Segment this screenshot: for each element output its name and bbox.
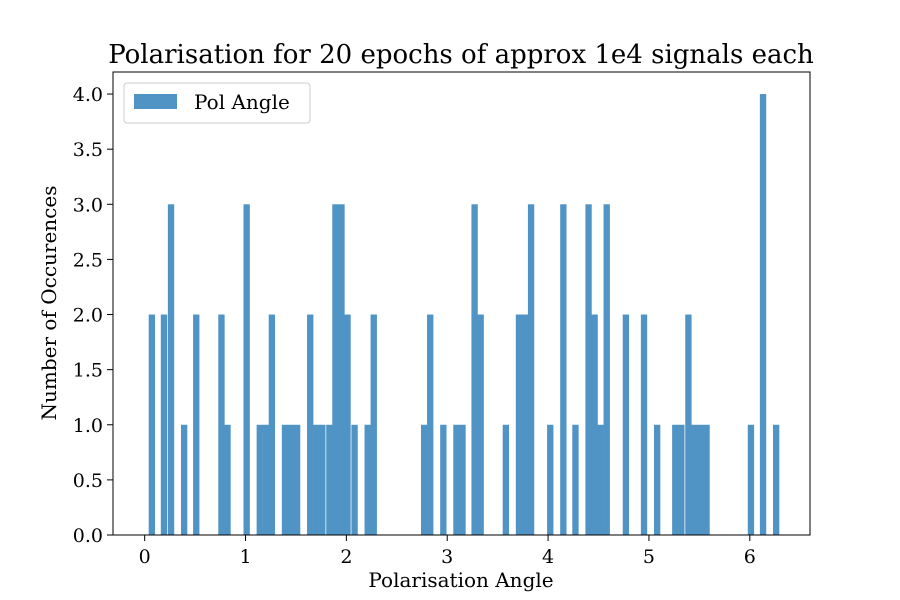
histogram-bar (148, 314, 156, 535)
histogram-bar (364, 424, 371, 535)
histogram-bar (521, 314, 529, 535)
histogram-bar (622, 314, 630, 535)
histogram-bar (527, 204, 535, 536)
histogram-bar (653, 424, 661, 535)
y-tick-label: 4.0 (73, 84, 103, 106)
x-tick-label: 3 (441, 546, 453, 568)
histogram-bar (218, 314, 225, 535)
histogram-bar (167, 204, 175, 536)
histogram-bar (585, 204, 592, 536)
histogram-bar (370, 314, 377, 535)
y-tick-label: 0.5 (73, 470, 103, 492)
histogram-bar (453, 424, 460, 535)
histogram-bar (691, 424, 698, 535)
plot-frame (112, 71, 811, 536)
histogram-bar (502, 424, 510, 535)
legend-box (123, 82, 311, 124)
histogram-bar (591, 314, 598, 535)
y-axis: 0.0 0.5 1.0 1.5 2.0 2.5 3.0 3.5 4.0 (73, 84, 113, 547)
y-tick-label: 3.5 (73, 139, 103, 161)
legend: Pol Angle (123, 82, 311, 124)
x-tick-label: 5 (643, 546, 655, 568)
x-tick-label: 6 (744, 546, 756, 568)
histogram-bar (326, 424, 333, 535)
x-tick-label: 2 (340, 546, 352, 568)
y-tick-label: 1.5 (73, 360, 103, 382)
y-tick-label: 2.0 (73, 305, 103, 327)
histogram-bar (281, 424, 289, 535)
histogram-bar (427, 314, 434, 535)
histogram-bar (193, 314, 200, 535)
legend-swatch (134, 94, 177, 109)
legend-label: Pol Angle (194, 90, 290, 114)
histogram-bar (697, 424, 704, 535)
histogram-bar (703, 424, 710, 535)
x-tick-label: 4 (542, 546, 554, 568)
chart-title: Polarisation for 20 epochs of approx 1e4… (108, 40, 814, 70)
histogram-bar (338, 204, 345, 536)
histogram-bar (685, 314, 692, 535)
histogram-bar (459, 424, 466, 535)
histogram-bar (440, 424, 447, 535)
x-axis: 0 1 2 3 4 5 6 (139, 535, 756, 568)
histogram-bar (560, 204, 567, 536)
histogram-bar (224, 424, 231, 535)
histogram-bar (256, 424, 263, 535)
x-axis-label: Polarisation Angle (368, 568, 553, 592)
histogram-bar (351, 424, 358, 535)
histogram-bar (287, 424, 295, 535)
histogram-bar (307, 314, 314, 535)
y-tick-label: 0.0 (73, 525, 103, 547)
histogram-bar (747, 424, 755, 535)
histogram-bar (515, 314, 523, 535)
y-tick-label: 1.0 (73, 415, 103, 437)
histogram-bar (603, 204, 610, 536)
histogram-bar (332, 204, 339, 536)
histogram-bar (293, 424, 301, 535)
histogram-bar (262, 424, 270, 535)
y-axis-label: Number of Occurences (37, 186, 61, 421)
histogram-bar (319, 424, 326, 535)
y-tick-label: 3.0 (73, 194, 103, 216)
histogram-bar (759, 94, 767, 536)
x-tick-label: 1 (239, 546, 251, 568)
histogram-bar (344, 314, 351, 535)
bars-group (148, 94, 780, 536)
histogram-bar (640, 314, 648, 535)
y-tick-label: 2.5 (73, 249, 103, 271)
histogram-bar (678, 424, 685, 535)
histogram-bar (547, 424, 554, 535)
histogram-bar (160, 314, 168, 535)
histogram-bar (471, 204, 478, 536)
histogram-bar (180, 424, 188, 535)
histogram-bar (772, 424, 780, 535)
histogram-bar (268, 314, 276, 535)
histogram-bar (243, 204, 250, 536)
histogram-bar (421, 424, 428, 535)
x-tick-label: 0 (139, 546, 151, 568)
histogram-bar (672, 424, 679, 535)
histogram-bar (597, 424, 604, 535)
histogram-bar (313, 424, 320, 535)
histogram-bar (572, 424, 579, 535)
histogram-bar (477, 314, 484, 535)
